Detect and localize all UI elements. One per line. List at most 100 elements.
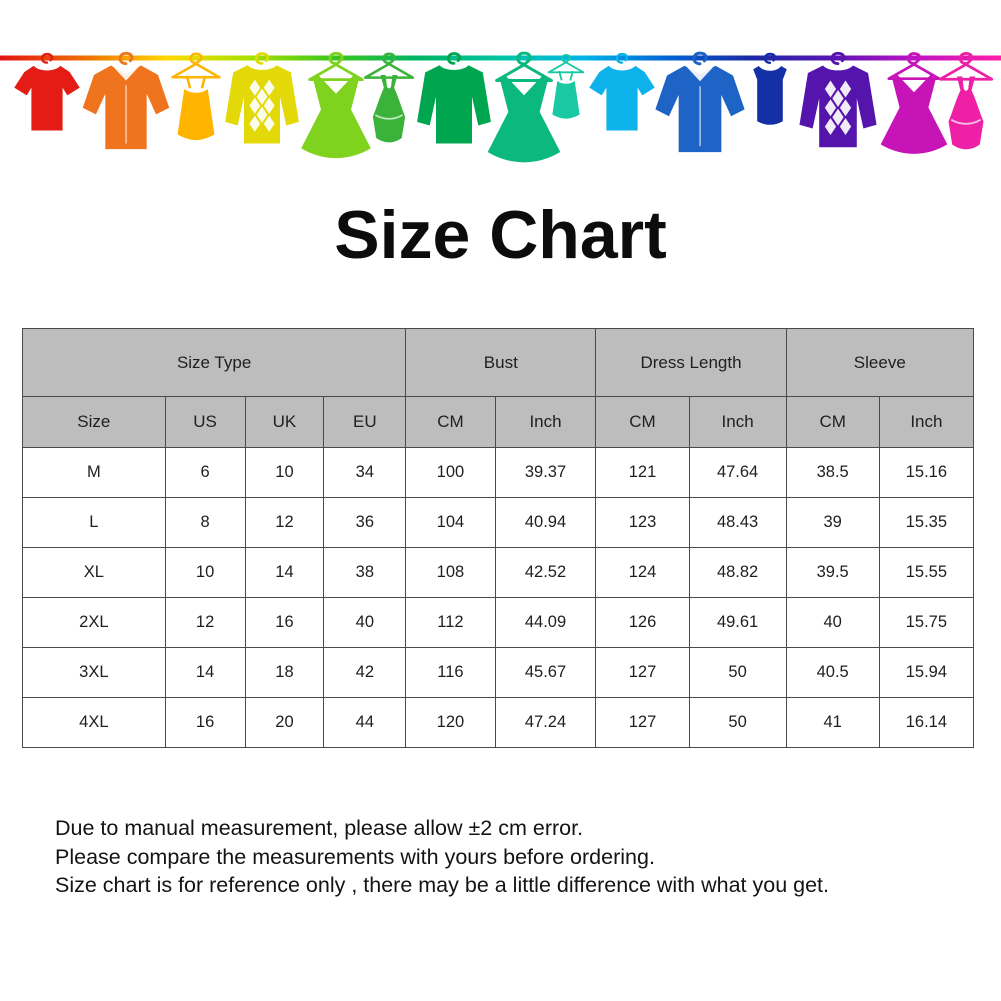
- column-header-cell: EU: [323, 396, 407, 448]
- sweater-argyle-icon: [225, 54, 299, 144]
- note-line: Size chart is for reference only , there…: [55, 873, 829, 898]
- value-cell: 18: [244, 647, 325, 698]
- note-line: Please compare the measurements with you…: [55, 844, 655, 869]
- value-cell: 42.52: [494, 547, 597, 598]
- value-cell: 44: [323, 697, 407, 748]
- value-cell: 47.64: [688, 447, 787, 498]
- clothesline: [0, 55, 1001, 61]
- camisole-icon: [549, 55, 584, 119]
- value-cell: 16: [244, 597, 325, 648]
- size-label-cell: 2XL: [22, 597, 166, 648]
- value-cell: 12: [164, 597, 246, 648]
- size-label-cell: XL: [22, 547, 166, 598]
- value-cell: 104: [405, 497, 496, 548]
- table-header: Size Type Bust Dress Length Sleeve Size US UK…: [21, 328, 975, 448]
- value-cell: 121: [595, 447, 690, 498]
- value-cell: 48.82: [688, 547, 787, 598]
- column-header-cell: US: [164, 396, 246, 448]
- sweater-icon: [417, 54, 491, 144]
- column-header-cell: UK: [244, 396, 325, 448]
- value-cell: 124: [595, 547, 690, 598]
- value-cell: 41: [785, 697, 880, 748]
- dress-icon: [301, 53, 371, 158]
- group-header-cell: Dress Length: [595, 328, 787, 397]
- value-cell: 10: [164, 547, 246, 598]
- table-row: 3XL 14 18 42 116 45.67 127 50 40.5 15.94: [22, 647, 975, 698]
- value-cell: 34: [323, 447, 407, 498]
- value-cell: 15.75: [878, 597, 975, 648]
- value-cell: 14: [164, 647, 246, 698]
- size-label-cell: L: [22, 497, 166, 548]
- column-header-cell: CM: [595, 396, 690, 448]
- value-cell: 14: [244, 547, 325, 598]
- column-header-row: Size US UK EU CM Inch CM Inch CM Inch: [22, 396, 975, 448]
- table-row: XL 10 14 38 108 42.52 124 48.82 39.5 15.55: [22, 547, 975, 598]
- value-cell: 50: [688, 697, 787, 748]
- dress-icon: [881, 54, 948, 154]
- value-cell: 45.67: [494, 647, 597, 698]
- value-cell: 126: [595, 597, 690, 648]
- page-title: Size Chart: [334, 197, 667, 273]
- camisole-icon: [172, 54, 219, 140]
- value-cell: 16: [164, 697, 246, 748]
- value-cell: 112: [405, 597, 496, 648]
- value-cell: 20: [244, 697, 325, 748]
- value-cell: 40: [785, 597, 880, 648]
- value-cell: 49.61: [688, 597, 787, 648]
- value-cell: 127: [595, 647, 690, 698]
- value-cell: 127: [595, 697, 690, 748]
- value-cell: 39.37: [494, 447, 597, 498]
- table-row: 4XL 16 20 44 120 47.24 127 50 41 16.14: [22, 697, 975, 748]
- value-cell: 40.5: [785, 647, 880, 698]
- size-label-cell: M: [22, 447, 166, 498]
- value-cell: 10: [244, 447, 325, 498]
- value-cell: 100: [405, 447, 496, 498]
- value-cell: 38: [323, 547, 407, 598]
- value-cell: 39: [785, 497, 880, 548]
- shirt-icon: [655, 53, 744, 152]
- value-cell: 39.5: [785, 547, 880, 598]
- value-cell: 36: [323, 497, 407, 548]
- table-row: L 8 12 36 104 40.94 123 48.43 39 15.35: [22, 497, 975, 548]
- column-header-cell: CM: [785, 396, 880, 448]
- tshirt-icon: [589, 54, 655, 130]
- value-cell: 120: [405, 697, 496, 748]
- value-cell: 38.5: [785, 447, 880, 498]
- value-cell: 50: [688, 647, 787, 698]
- group-header-cell: Bust: [405, 328, 597, 397]
- note-line: Due to manual measurement, please allow …: [55, 816, 584, 840]
- notes-block: Due to manual measurement, please allow …: [55, 814, 829, 900]
- value-cell: 47.24: [494, 697, 597, 748]
- tank-dress-icon: [940, 53, 992, 149]
- tank-dress-icon: [365, 54, 413, 143]
- column-header-cell: Inch: [688, 396, 787, 448]
- column-header-cell: Inch: [878, 396, 975, 448]
- value-cell: 15.55: [878, 547, 975, 598]
- table-row: 2XL 12 16 40 112 44.09 126 49.61 40 15.75: [22, 597, 975, 648]
- size-label-cell: 3XL: [22, 647, 166, 698]
- value-cell: 40: [323, 597, 407, 648]
- group-header-cell: Sleeve: [785, 328, 975, 397]
- value-cell: 12: [244, 497, 325, 548]
- dress-icon: [488, 53, 561, 162]
- value-cell: 6: [164, 447, 246, 498]
- clothesline-banner: [0, 36, 1001, 176]
- value-cell: 116: [405, 647, 496, 698]
- sweater-argyle-icon: [799, 53, 876, 147]
- value-cell: 48.43: [688, 497, 787, 548]
- tank-top-icon: [753, 54, 787, 125]
- value-cell: 15.16: [878, 447, 975, 498]
- column-header-cell: Size: [22, 396, 166, 448]
- table-row: M 6 10 34 100 39.37 121 47.64 38.5 15.16: [22, 447, 975, 498]
- tshirt-icon: [14, 54, 80, 130]
- group-header-cell: Size Type: [21, 328, 407, 397]
- group-header-row: Size Type Bust Dress Length Sleeve: [21, 328, 975, 397]
- size-label-cell: 4XL: [22, 697, 166, 748]
- value-cell: 123: [595, 497, 690, 548]
- column-header-cell: CM: [405, 396, 496, 448]
- value-cell: 108: [405, 547, 496, 598]
- size-chart-table: Size Type Bust Dress Length Sleeve Size US UK…: [21, 328, 975, 748]
- value-cell: 8: [164, 497, 246, 548]
- shirt-icon: [83, 53, 169, 149]
- value-cell: 42: [323, 647, 407, 698]
